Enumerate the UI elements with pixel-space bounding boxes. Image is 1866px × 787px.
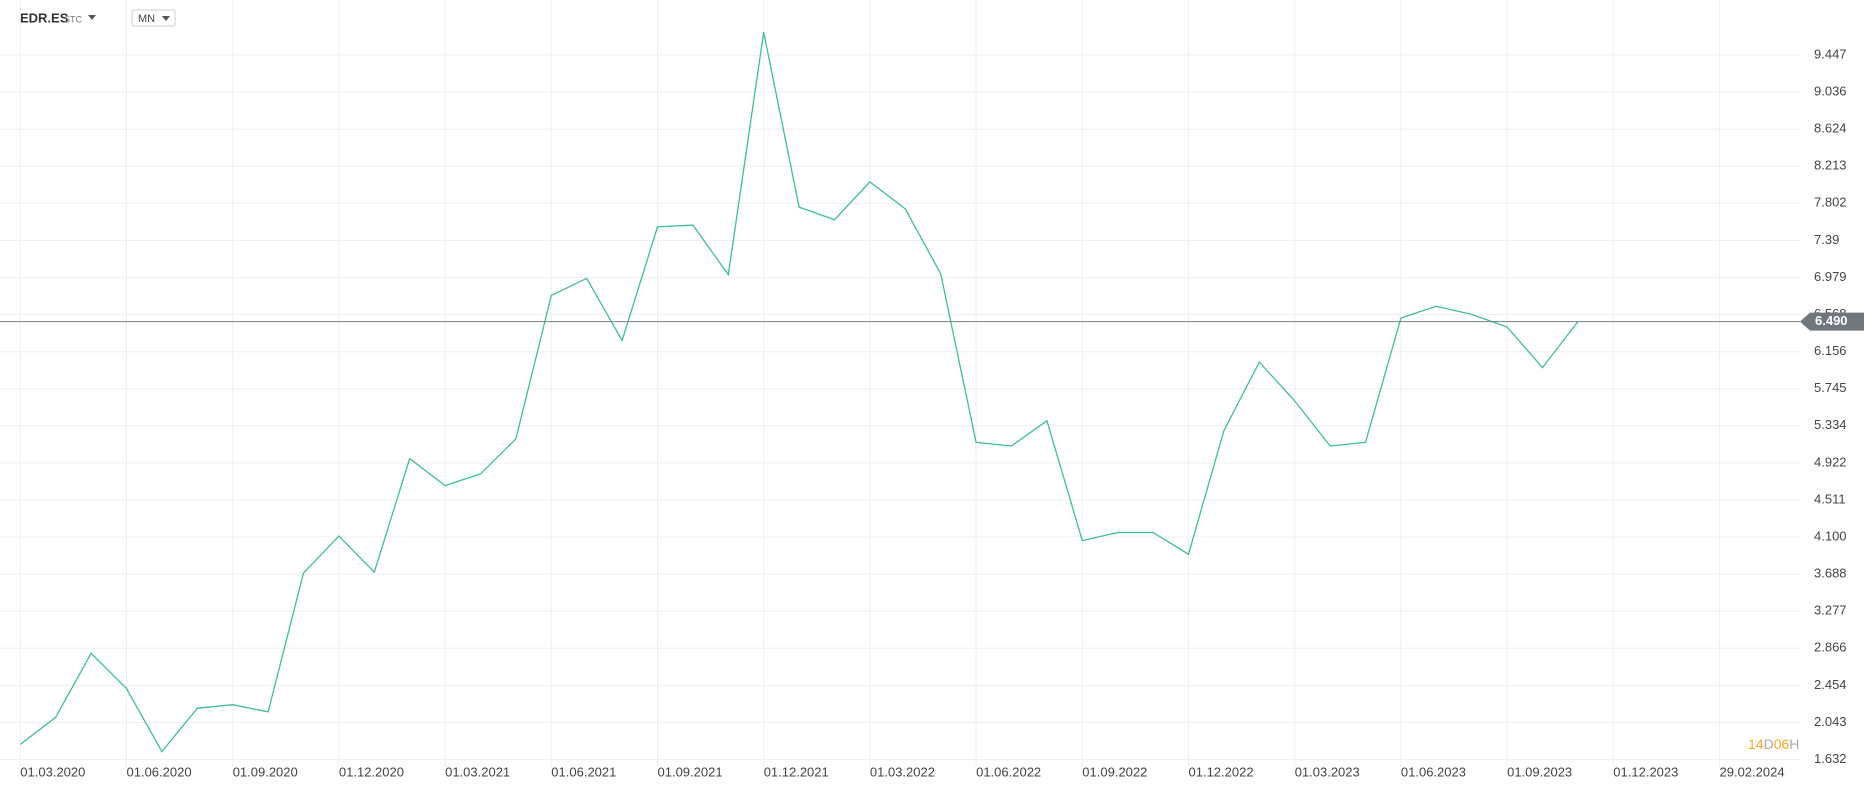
x-tick-label: 01.06.2020 — [127, 764, 192, 779]
x-tick-label: 01.12.2021 — [764, 764, 829, 779]
x-tick-label: 01.12.2023 — [1613, 764, 1678, 779]
countdown: 14D06H — [1748, 736, 1799, 752]
y-tick-label: 9.447 — [1814, 46, 1847, 61]
countdown-part: D — [1764, 736, 1774, 752]
y-tick-label: 4.100 — [1814, 528, 1847, 543]
y-tick-label: 6.979 — [1814, 269, 1847, 284]
x-tick-label: 01.09.2021 — [658, 764, 723, 779]
y-tick-label: 3.277 — [1814, 603, 1847, 618]
countdown-part: 14 — [1748, 736, 1764, 752]
x-tick-label: 01.12.2022 — [1189, 764, 1254, 779]
x-tick-label: 29.02.2024 — [1720, 764, 1785, 779]
x-tick-label: 01.09.2020 — [233, 764, 298, 779]
y-tick-label: 9.036 — [1814, 84, 1847, 99]
x-tick-label: 01.03.2020 — [20, 764, 85, 779]
exchange: STC — [64, 14, 83, 24]
x-tick-label: 01.03.2023 — [1295, 764, 1360, 779]
countdown-part: H — [1789, 736, 1799, 752]
countdown-part: 06 — [1774, 736, 1790, 752]
y-tick-label: 2.866 — [1814, 640, 1847, 655]
y-tick-label: 5.745 — [1814, 380, 1847, 395]
y-tick-label: 4.511 — [1814, 491, 1846, 506]
symbol[interactable]: EDR.ES — [20, 10, 69, 25]
x-tick-label: 01.12.2020 — [339, 764, 404, 779]
x-tick-label: 01.03.2021 — [445, 764, 510, 779]
interval-box[interactable] — [131, 9, 176, 27]
interval[interactable]: MN — [138, 13, 155, 25]
x-tick-label: 01.09.2022 — [1082, 764, 1147, 779]
x-tick-label: 01.06.2022 — [976, 764, 1041, 779]
y-tick-label: 7.39 — [1814, 232, 1839, 247]
y-tick-label: 3.688 — [1814, 566, 1847, 581]
symbol-dropdown[interactable] — [88, 15, 96, 20]
y-tick-label: 4.922 — [1814, 454, 1847, 469]
y-tick-label: 7.802 — [1814, 195, 1847, 210]
interval-dropdown[interactable] — [162, 16, 170, 21]
x-tick-label: 01.09.2023 — [1507, 764, 1572, 779]
last-price-label: 6.490 — [1815, 313, 1848, 328]
y-tick-label: 8.624 — [1814, 121, 1847, 136]
y-tick-label: 6.156 — [1814, 343, 1847, 358]
y-tick-label: 5.334 — [1814, 417, 1847, 432]
price-line — [19, 32, 1579, 753]
last-price-tag — [1800, 312, 1864, 331]
x-tick-label: 01.06.2021 — [551, 764, 616, 779]
x-tick-label: 01.03.2022 — [870, 764, 935, 779]
y-tick-label: 1.632 — [1814, 751, 1847, 766]
x-tick-label: 01.06.2023 — [1401, 764, 1466, 779]
y-tick-label: 8.213 — [1814, 158, 1847, 173]
y-tick-label: 2.043 — [1814, 714, 1847, 729]
y-tick-label: 2.454 — [1814, 677, 1847, 692]
